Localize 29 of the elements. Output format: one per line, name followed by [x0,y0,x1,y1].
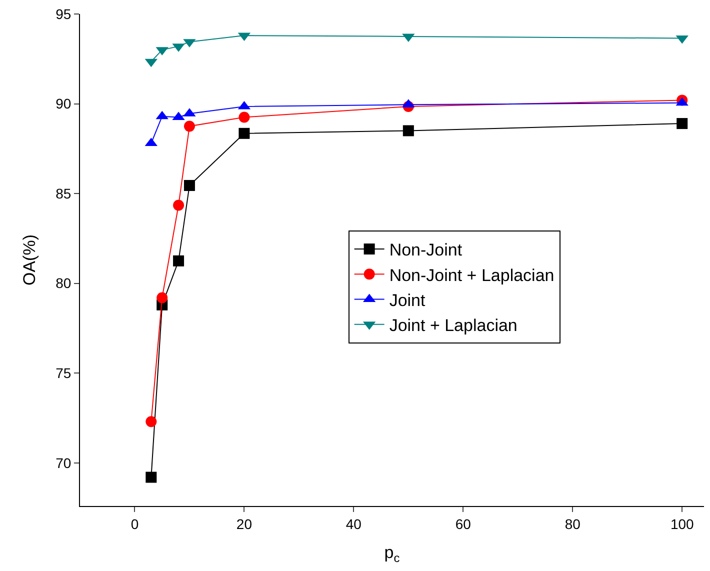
point [156,292,168,304]
y-axis-title: OA(%) [20,234,40,286]
point [146,416,157,428]
y-tick-label: 85 [56,185,72,202]
legend-label: Non-Joint [389,240,462,260]
point [238,128,250,139]
y-tick-label: 75 [56,365,72,382]
x-axis-title: p$_{c}$ [384,543,400,565]
point [402,125,414,136]
x-tick-label: 60 [455,516,472,532]
legend-label: Joint + Laplacian [389,316,518,335]
legend-label: Non-Joint + Laplacian [389,266,554,285]
point [676,118,688,130]
y-tick-label: 95 [56,6,72,22]
y-tick-label: 70 [56,454,72,471]
y-tick-label: 80 [56,275,72,292]
x-tick-label: 80 [564,516,581,532]
x-tick-label: 100 [670,516,694,532]
legend-label: Joint [389,290,426,310]
x-tick-label: 20 [236,516,252,532]
x-tick-label: 40 [346,516,362,532]
point [173,255,184,266]
point [238,112,250,123]
x-tick-label: 0 [130,516,139,532]
point [173,200,184,211]
point [184,180,195,191]
point [146,472,157,483]
y-tick-label: 90 [56,96,72,112]
point [184,120,195,132]
